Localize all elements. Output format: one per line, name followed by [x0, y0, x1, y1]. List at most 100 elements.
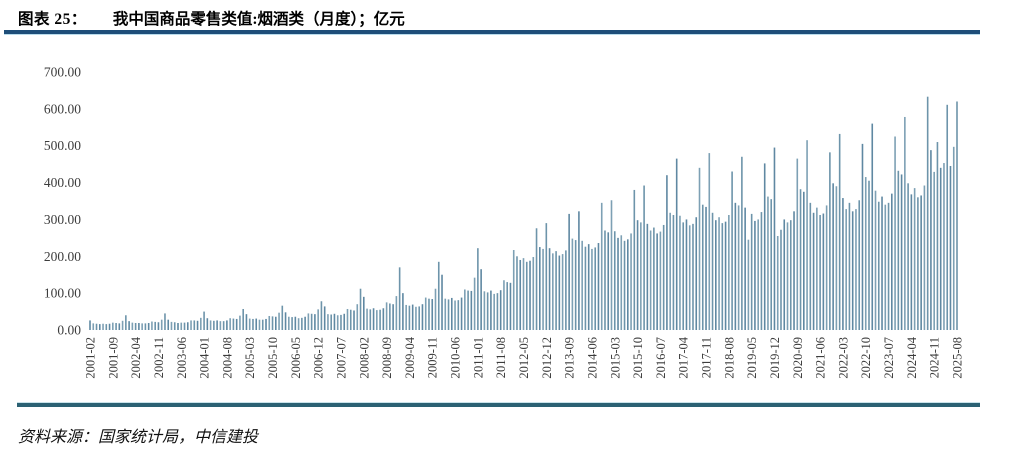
bar: [450, 297, 453, 330]
bar: [724, 221, 727, 330]
x-tick-label: 2015-03: [608, 337, 622, 379]
source-note: 资料来源：国家统计局，中信建投: [18, 429, 259, 446]
bar: [607, 232, 610, 330]
bar: [646, 223, 649, 330]
bar: [206, 318, 209, 330]
bar: [421, 304, 424, 330]
x-tick-label: 2001-09: [106, 337, 120, 379]
bar: [731, 171, 733, 330]
bar: [539, 247, 541, 330]
x-tick-label: 2005-03: [243, 337, 257, 379]
bar: [509, 282, 512, 330]
bar: [441, 274, 443, 330]
bar: [737, 205, 740, 330]
bar: [904, 116, 906, 330]
bar: [219, 321, 222, 330]
bar: [483, 291, 486, 330]
x-tick-label: 2006-12: [312, 337, 326, 379]
bar: [196, 320, 199, 330]
x-tick-label: 2001-02: [84, 337, 98, 379]
x-tick-label: 2006-05: [289, 337, 303, 379]
bar: [812, 212, 815, 330]
bar: [763, 163, 766, 330]
bar: [395, 296, 398, 330]
bar: [620, 235, 623, 330]
bar: [555, 251, 557, 330]
bar: [532, 257, 535, 330]
bar: [265, 318, 267, 330]
bar: [747, 239, 750, 330]
bar: [343, 313, 346, 330]
bar: [288, 316, 290, 330]
bar: [92, 323, 95, 330]
bar: [278, 312, 280, 330]
bar: [408, 305, 411, 330]
x-tick-label: 2021-06: [814, 337, 828, 379]
bar: [868, 180, 870, 330]
bar: [330, 314, 332, 330]
bar: [320, 301, 323, 330]
bar: [307, 313, 310, 330]
bar: [519, 259, 522, 330]
y-tick-label: 700.00: [44, 65, 81, 80]
bar: [956, 101, 958, 331]
bar: [353, 310, 355, 330]
x-tick-label: 2010-06: [449, 337, 463, 379]
x-tick-label: 2009-04: [403, 336, 417, 378]
bar: [640, 222, 642, 330]
bar: [578, 211, 580, 330]
bar: [222, 321, 225, 330]
y-tick-label: 0.00: [57, 323, 81, 338]
bar: [741, 156, 743, 330]
bar: [574, 240, 577, 330]
bar: [89, 320, 91, 330]
bar: [369, 309, 372, 330]
bar: [144, 323, 147, 330]
bar: [542, 248, 544, 330]
bar: [858, 200, 861, 330]
bar: [160, 319, 163, 330]
bar: [141, 323, 143, 330]
bar: [760, 212, 763, 330]
x-tick-label: 2008-09: [380, 337, 394, 379]
bar: [750, 213, 753, 330]
bar: [636, 220, 639, 330]
bar: [271, 316, 274, 330]
bar: [467, 290, 469, 330]
bar: [910, 194, 913, 330]
x-tick-label: 2012-05: [517, 337, 531, 379]
bar: [372, 308, 375, 330]
x-tick-label: 2004-01: [198, 337, 212, 379]
bar: [623, 240, 626, 330]
bar: [284, 312, 287, 330]
bar: [770, 199, 773, 330]
y-tick-label: 100.00: [44, 286, 81, 301]
bar: [317, 309, 319, 330]
y-tick-label: 600.00: [44, 101, 81, 116]
bar: [803, 191, 805, 330]
x-tick-label: 2023-07: [882, 337, 896, 379]
bar: [490, 290, 492, 330]
y-tick-label: 500.00: [44, 138, 81, 153]
bar: [744, 207, 746, 330]
x-tick-label: 2019-05: [745, 337, 759, 379]
bar: [571, 238, 574, 330]
bar: [653, 227, 655, 330]
bar: [376, 310, 378, 330]
bar: [920, 195, 922, 330]
bar: [105, 324, 108, 330]
bar: [613, 231, 616, 330]
bar: [864, 177, 867, 330]
bar: [698, 167, 701, 330]
bar: [457, 300, 460, 330]
bar: [783, 219, 786, 330]
bar: [385, 302, 388, 330]
bar: [708, 153, 711, 330]
bar: [346, 308, 349, 330]
x-tick-label: 2003-06: [175, 337, 189, 379]
bar: [825, 205, 828, 330]
x-tick-label: 2016-07: [654, 337, 668, 379]
bar: [112, 322, 114, 330]
bar: [437, 261, 440, 330]
bar: [757, 219, 759, 330]
